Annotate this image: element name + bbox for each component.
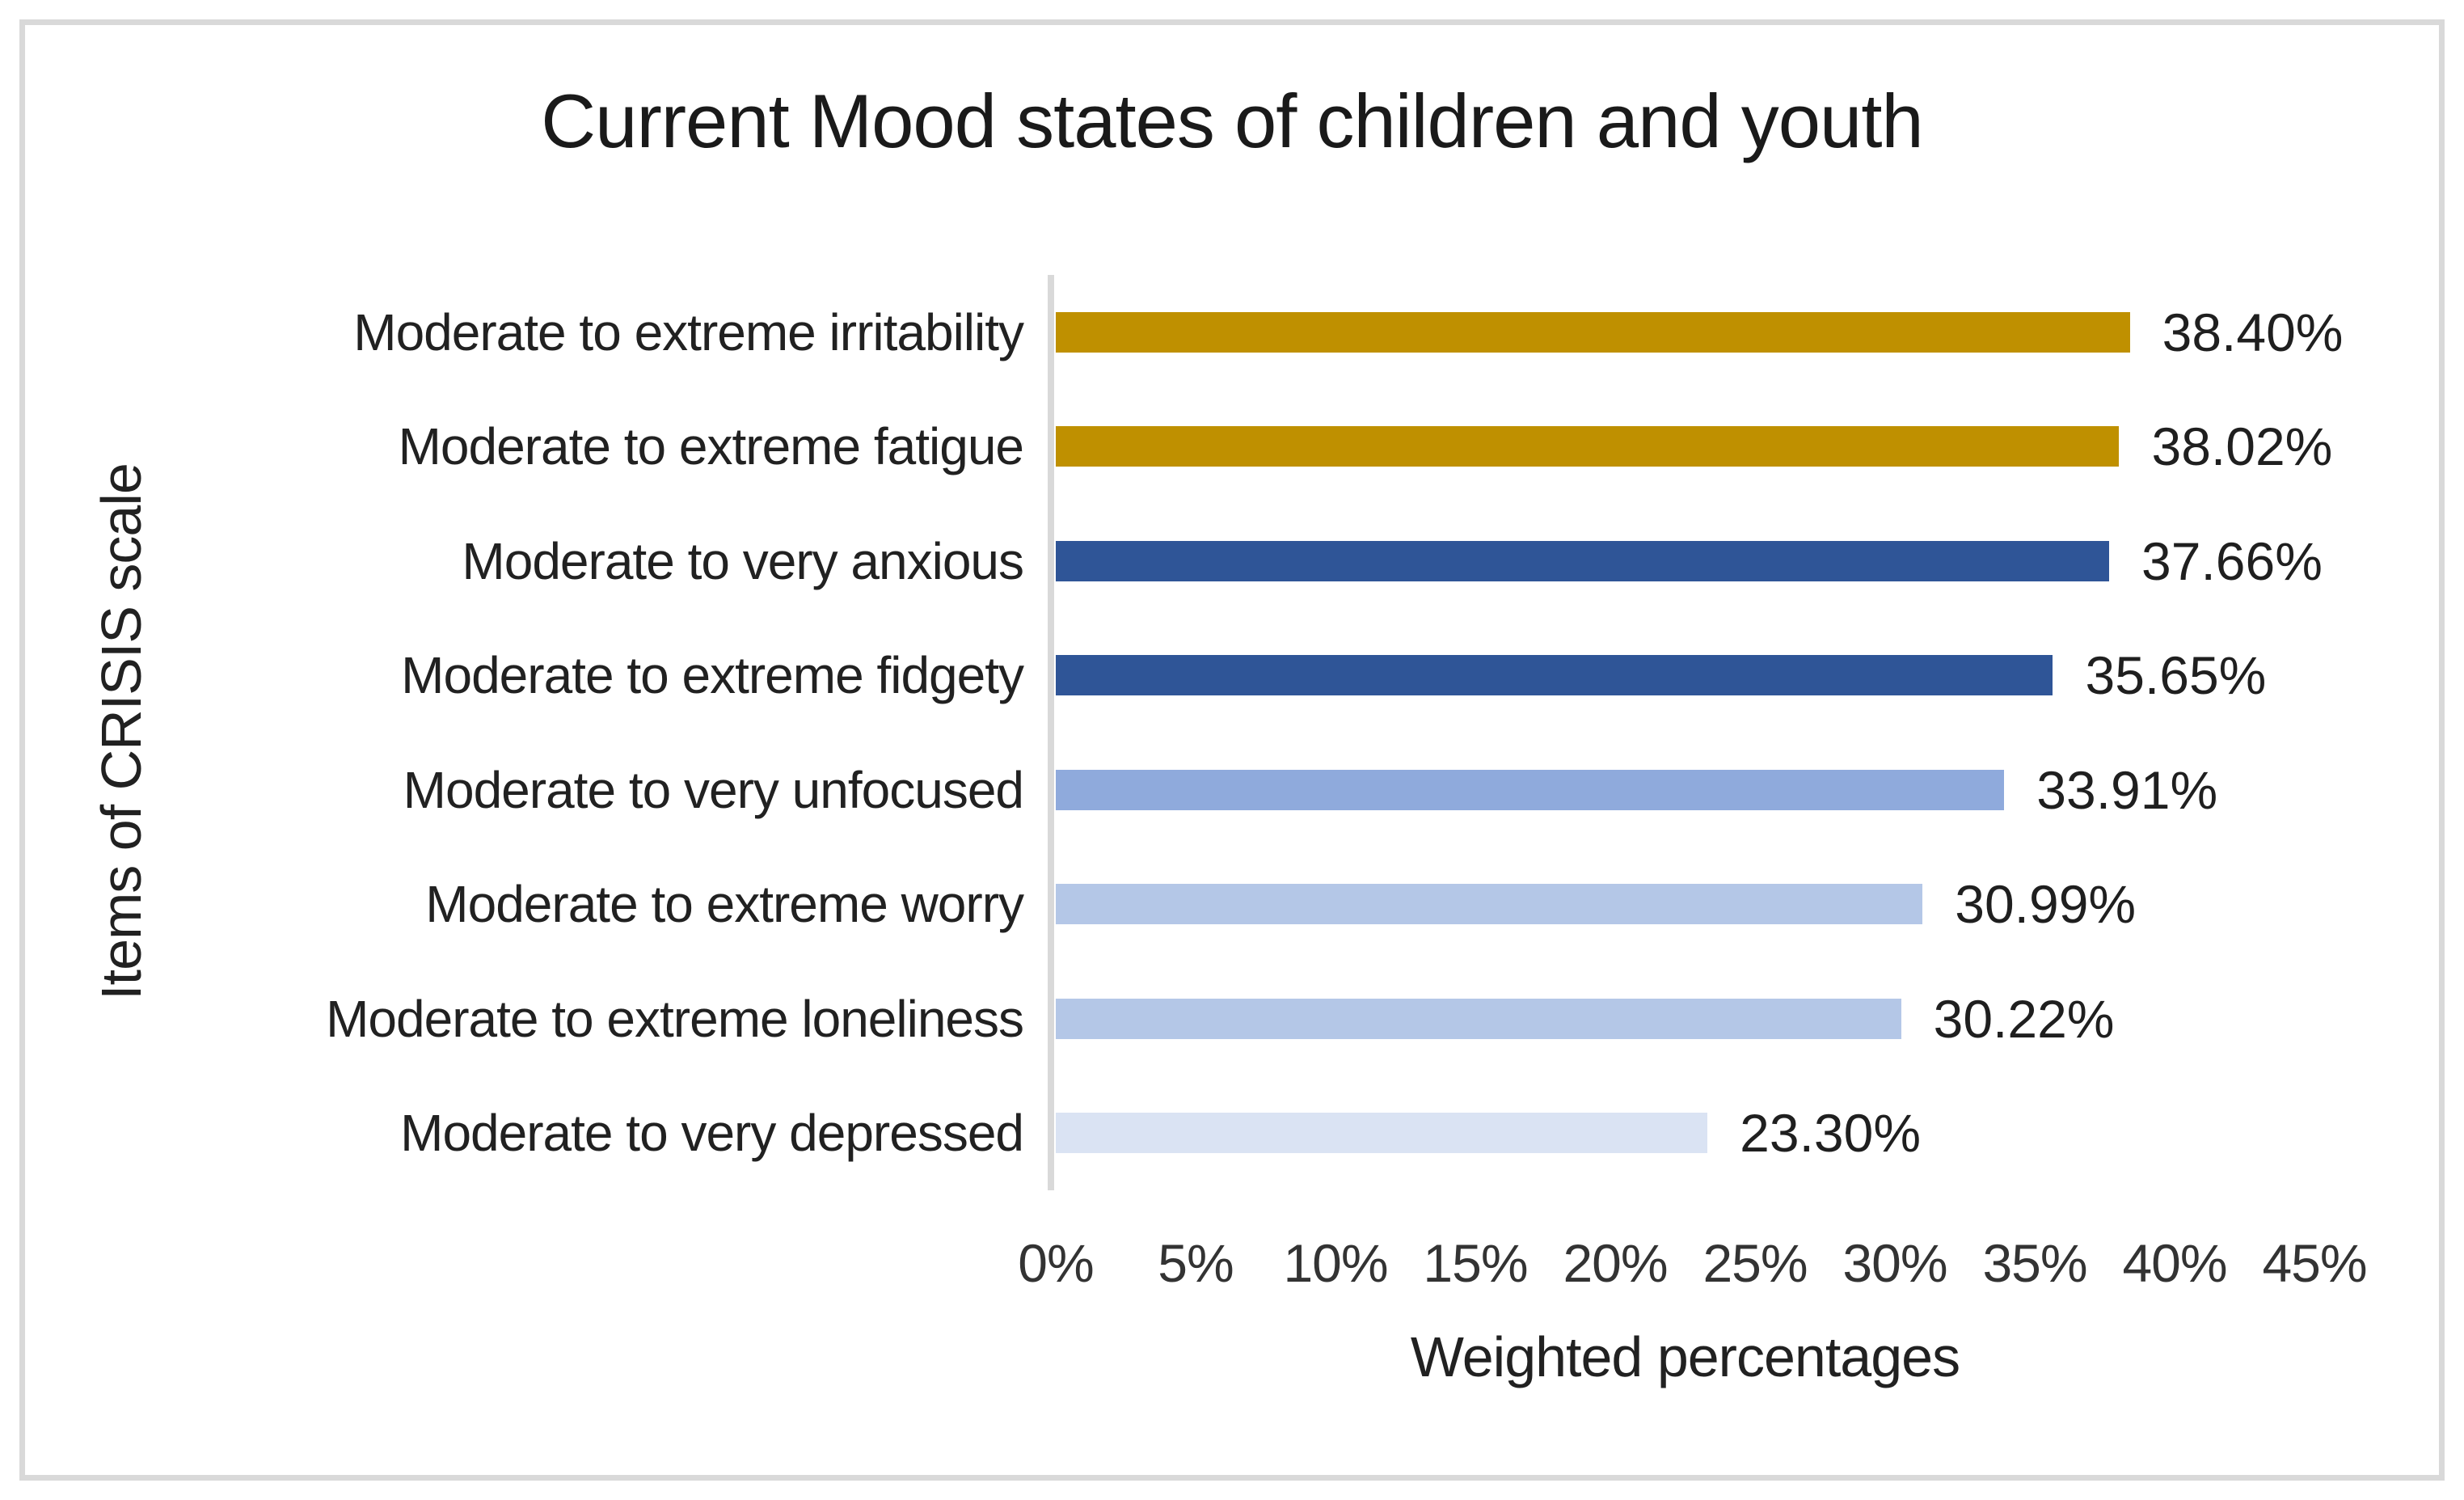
category-label: Moderate to extreme fidgety	[401, 646, 1024, 705]
value-label: 37.66%	[2141, 530, 2323, 591]
bar-row: 37.66%	[1056, 504, 2323, 619]
value-label: 30.99%	[1955, 874, 2137, 935]
x-axis-title: Weighted percentages	[1410, 1325, 1960, 1388]
plot-area: 38.40% 38.02% 37.66% 35.65% 33.91% 30.99% 30.2…	[1056, 275, 2343, 1191]
category-label: Moderate to extreme worry	[425, 875, 1024, 934]
x-tick-label: 30%	[1842, 1233, 1947, 1293]
bar[interactable]	[1056, 655, 2053, 696]
x-tick-label: 10%	[1283, 1233, 1388, 1293]
x-tick-label: 25%	[1702, 1233, 1808, 1293]
bar[interactable]	[1056, 769, 2005, 810]
x-tick-label: 0%	[1018, 1233, 1094, 1293]
value-label: 23.30%	[1740, 1103, 1922, 1164]
x-tick-label: 5%	[1158, 1233, 1234, 1293]
bar[interactable]	[1056, 540, 2110, 581]
bar-row: 38.40%	[1056, 275, 2343, 390]
category-label: Moderate to very depressed	[400, 1104, 1024, 1163]
y-axis-line	[1048, 275, 1054, 1190]
bar-row: 30.99%	[1056, 847, 2314, 962]
bar-row: 23.30%	[1056, 1076, 2314, 1191]
value-label: 38.02%	[2151, 416, 2333, 477]
x-tick-label: 40%	[2122, 1233, 2227, 1293]
bar[interactable]	[1056, 311, 2130, 353]
x-axis-ticks: 0% 5% 10% 15% 20% 25% 30% 35% 40% 45%	[1018, 1232, 2367, 1297]
chart-frame	[19, 19, 2445, 1481]
chart-title: Current Mood states of children and yout…	[541, 78, 1923, 163]
value-label: 30.22%	[1933, 988, 2115, 1049]
bar-row: 33.91%	[1056, 733, 2314, 847]
value-label: 33.91%	[2036, 759, 2218, 820]
bar-row: 35.65%	[1056, 619, 2314, 733]
x-tick-label: 20%	[1563, 1233, 1668, 1293]
bar[interactable]	[1056, 426, 2120, 467]
bar[interactable]	[1056, 884, 1923, 925]
category-label: Moderate to very anxious	[462, 531, 1024, 590]
category-label: Moderate to very unfocused	[403, 760, 1024, 819]
category-label: Moderate to extreme irritability	[353, 302, 1024, 361]
category-label: Moderate to extreme fatigue	[398, 417, 1024, 476]
value-label: 38.40%	[2162, 302, 2344, 362]
category-label: Moderate to extreme loneliness	[326, 989, 1024, 1048]
bar-row: 38.02%	[1056, 390, 2332, 505]
bar[interactable]	[1056, 998, 1901, 1039]
x-tick-label: 15%	[1423, 1233, 1528, 1293]
x-tick-label: 35%	[1982, 1233, 2087, 1293]
x-tick-label: 45%	[2262, 1233, 2367, 1293]
category-axis-labels: Moderate to extreme irritability Moderate…	[97, 275, 1024, 1190]
value-label: 35.65%	[2085, 645, 2267, 706]
bar-row: 30.22%	[1056, 961, 2314, 1076]
bar[interactable]	[1056, 1113, 1708, 1154]
